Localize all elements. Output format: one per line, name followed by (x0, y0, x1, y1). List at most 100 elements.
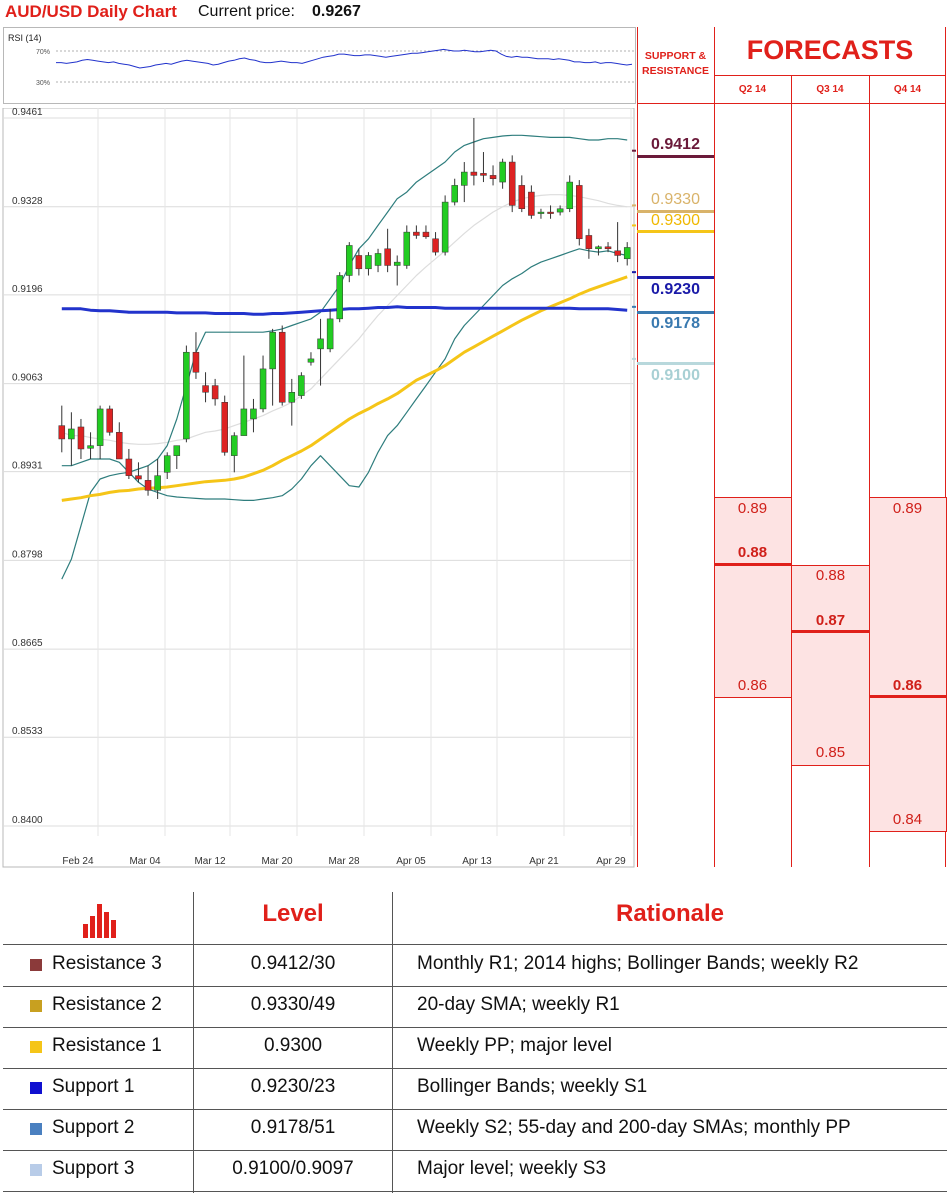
chart-title: AUD/USD Daily Chart (5, 2, 177, 21)
candle-body (58, 425, 66, 440)
candle-body (116, 432, 123, 460)
candle-body (288, 392, 296, 403)
candle-body (336, 275, 343, 320)
sr-value-r2: 0.9330 (651, 191, 700, 208)
candle-body (451, 185, 458, 203)
level-value: 0.9412/30 (250, 953, 336, 974)
candle-body (317, 338, 324, 350)
level-name: Support 2 (52, 1117, 135, 1138)
level-column-header: Level (262, 900, 324, 927)
candle-body (346, 245, 353, 276)
level-value: 0.9330/49 (250, 994, 336, 1015)
candle-body (250, 408, 257, 420)
candle-body (441, 201, 449, 253)
level-swatch (30, 959, 42, 971)
q2-high: 0.89 (737, 500, 768, 517)
y-tick-label: 0.9063 (12, 373, 43, 384)
rsi-panel: RSI (14) 70% 30% (3, 27, 636, 104)
sr-header-line2: RESISTANCE (642, 65, 709, 77)
q3-mid: 0.87 (815, 612, 846, 629)
level-swatch (30, 1082, 42, 1094)
candle-body (163, 455, 171, 473)
x-tick-label: Mar 20 (261, 856, 293, 867)
candle-body (403, 231, 411, 266)
bar-chart-icon (83, 904, 116, 938)
candle-body (326, 318, 334, 350)
current-price-value: 0.9267 (312, 3, 361, 20)
candle-body (556, 208, 564, 213)
candle-body (595, 246, 602, 250)
candle-body (269, 331, 276, 370)
sma-blue-line (61, 305, 628, 316)
candle-body (537, 211, 545, 214)
sr-value-s1: 0.9230 (651, 281, 700, 298)
q4-low: 0.84 (892, 811, 923, 828)
sr-marker-s1 (637, 276, 714, 279)
q3-high: 0.88 (815, 567, 846, 584)
forecast-box-q3 (791, 565, 870, 766)
level-rationale: Major level; weekly S3 (417, 1158, 607, 1179)
candle-body (489, 175, 497, 179)
candle-body (384, 248, 391, 266)
y-tick-label: 0.9196 (12, 284, 43, 295)
sr-marker-r1 (637, 230, 714, 233)
candle-body (96, 408, 104, 446)
rsi-level-70: 70% (36, 49, 50, 56)
candle-body (259, 368, 267, 410)
quarter-q2: Q2 14 (738, 84, 767, 95)
sr-value-s2: 0.9178 (651, 315, 700, 332)
x-tick-label: Apr 05 (396, 856, 426, 867)
quarter-q4: Q4 14 (893, 84, 922, 95)
levels-table: Level Rationale Resistance 3 0.9412/30 Mon… (3, 878, 947, 1193)
candle-body (432, 238, 439, 253)
candle-body (393, 261, 401, 266)
level-rationale: Weekly S2; 55-day and 200-day SMAs; mont… (417, 1117, 851, 1138)
candle-body (211, 385, 219, 400)
q4-high: 0.89 (892, 500, 923, 517)
q4-mid-marker (869, 695, 946, 698)
q3-mid-marker (791, 630, 870, 633)
candle-body (480, 173, 487, 176)
level-rationale: 20-day SMA; weekly R1 (417, 994, 620, 1015)
candle-body (278, 331, 286, 403)
rsi-chart: RSI (14) 70% 30% (8, 33, 635, 87)
level-swatch (30, 1041, 42, 1053)
sr-value-r3: 0.9412 (651, 136, 700, 153)
level-rationale: Weekly PP; major level (417, 1035, 612, 1056)
x-tick-label: Apr 13 (462, 856, 492, 867)
chart-frame (2, 108, 635, 868)
level-name: Resistance 3 (52, 953, 162, 974)
support-resistance-header: SUPPORT & RESISTANCE (637, 49, 714, 79)
x-tick-label: Mar 28 (328, 856, 360, 867)
candle-body (144, 480, 152, 491)
rsi-label: RSI (14) (8, 33, 42, 43)
rsi-line (56, 48, 633, 69)
sr-marker-r2 (637, 210, 714, 213)
candle-body (173, 445, 181, 456)
x-tick-label: Apr 29 (596, 856, 626, 867)
q4-mid: 0.86 (892, 677, 923, 694)
bollinger-upper-line (61, 134, 628, 580)
level-rationale: Monthly R1; 2014 highs; Bollinger Bands;… (417, 953, 859, 974)
sr-value-r1: 0.9300 (651, 212, 700, 229)
level-name: Support 3 (52, 1158, 135, 1179)
candle-body (566, 181, 573, 210)
level-value: 0.9100/0.9097 (232, 1158, 354, 1179)
price-chart: 0.9461 0.9328 0.9196 0.9063 0.8931 0.8798 0.86… (2, 108, 636, 868)
y-tick-label: 0.8533 (12, 726, 43, 737)
forecast-box-q4 (869, 497, 947, 832)
candle-body (183, 351, 190, 440)
level-swatch (30, 1164, 42, 1176)
candle-body (547, 211, 554, 214)
y-tick-label: 0.9461 (12, 108, 43, 118)
sr-value-s3: 0.9100 (651, 367, 700, 384)
level-value: 0.9300 (263, 1035, 323, 1056)
quarter-q3: Q3 14 (816, 84, 844, 95)
bollinger-lower-line (61, 248, 628, 501)
level-name: Resistance 2 (52, 994, 162, 1015)
y-tick-label: 0.8400 (12, 815, 43, 826)
level-value: 0.9178/51 (250, 1117, 336, 1138)
candle-body (422, 231, 430, 238)
sr-marker-s3 (637, 362, 714, 365)
forecast-box-q2 (714, 497, 792, 698)
